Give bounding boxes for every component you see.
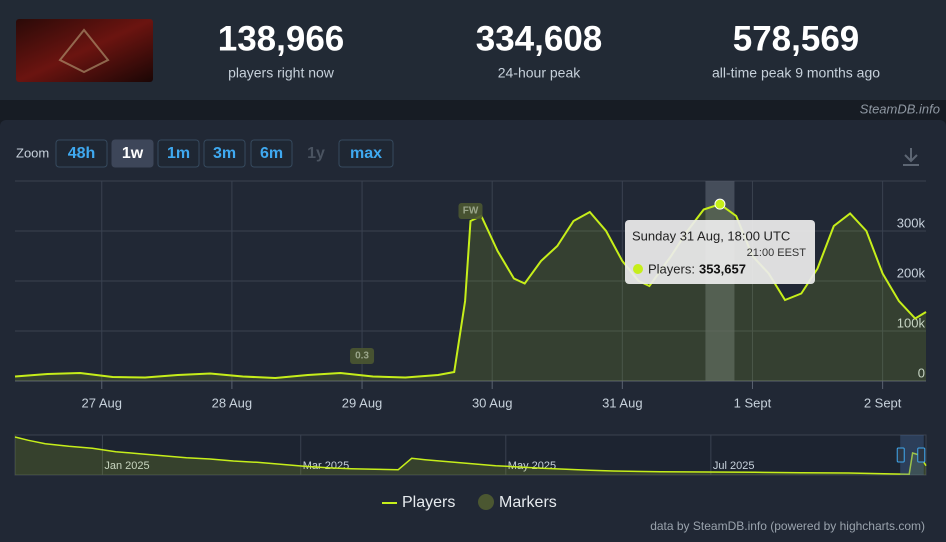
y-tick-label: 0 [918, 365, 925, 380]
zoom-button-label: 1y [307, 145, 325, 162]
logo-emblem [58, 28, 110, 74]
stat-value: 138,966 [218, 19, 345, 58]
site-name[interactable]: SteamDB.info [860, 101, 940, 116]
x-tick-label: 31 Aug [602, 395, 643, 410]
stat-label: all-time peak 9 months ago [712, 65, 880, 81]
x-tick-label: 30 Aug [472, 395, 513, 410]
stats-panel [0, 0, 946, 100]
legend-label[interactable]: Players [402, 494, 455, 511]
stat-value: 578,569 [733, 19, 860, 58]
x-tick-label: 29 Aug [342, 395, 383, 410]
x-tick-label: 1 Sept [734, 395, 772, 410]
zoom-button-label[interactable]: 1w [122, 145, 144, 162]
navigator-window [900, 435, 924, 475]
zoom-button-label[interactable]: 6m [260, 145, 283, 162]
y-tick-label: 100k [897, 315, 926, 330]
stat-value: 334,608 [476, 19, 603, 58]
credits: data by SteamDB.info (powered by highcha… [650, 519, 925, 533]
navigator-handle[interactable] [917, 447, 926, 463]
x-tick-label: 27 Aug [82, 395, 123, 410]
zoom-button-label[interactable]: max [350, 145, 382, 162]
zoom-button-label[interactable]: 48h [68, 145, 96, 162]
navigator-area [15, 437, 926, 475]
tooltip-series-label: Players: [648, 261, 695, 276]
hover-point [714, 198, 726, 210]
zoom-button-label[interactable]: 1m [167, 145, 190, 162]
zoom-button[interactable] [338, 139, 394, 168]
navigator-bg [14, 434, 927, 476]
zoom-button[interactable] [203, 139, 246, 168]
zoom-label: Zoom [16, 145, 49, 160]
x-tick-label: 2 Sept [864, 395, 902, 410]
download-icon[interactable] [903, 148, 919, 166]
x-tick-label: 28 Aug [212, 395, 253, 410]
legend-label[interactable]: Markers [499, 494, 557, 511]
marker-flag [458, 203, 483, 219]
navigator-line [14, 436, 927, 475]
game-logo [16, 19, 153, 82]
marker-flag [350, 348, 375, 364]
tooltip-dot [633, 264, 643, 274]
marker-label: 0.3 [355, 351, 369, 362]
zoom-button[interactable] [111, 139, 154, 168]
tooltip-value: 353,657 [699, 261, 746, 276]
navigator-handle[interactable] [896, 447, 905, 463]
tooltip-subtitle: 21:00 EEST [747, 247, 807, 259]
navigator-tick-label: Jul 2025 [713, 460, 755, 472]
legend-marker [478, 494, 494, 510]
marker-label: FW [463, 206, 479, 217]
stat-label: 24-hour peak [498, 65, 582, 81]
y-tick-label: 200k [897, 265, 926, 280]
zoom-button-label[interactable]: 3m [213, 145, 236, 162]
y-tick-label: 300k [897, 215, 926, 230]
zoom-button[interactable] [55, 139, 108, 168]
navigator-tick-label: Mar 2025 [303, 460, 349, 472]
tooltip [625, 220, 815, 284]
zoom-button[interactable] [250, 139, 293, 168]
navigator-tick-label: Jan 2025 [104, 460, 149, 472]
stat-label: players right now [228, 65, 335, 81]
zoom-button[interactable] [157, 139, 200, 168]
tooltip-title: Sunday 31 Aug, 18:00 UTC [632, 228, 790, 243]
